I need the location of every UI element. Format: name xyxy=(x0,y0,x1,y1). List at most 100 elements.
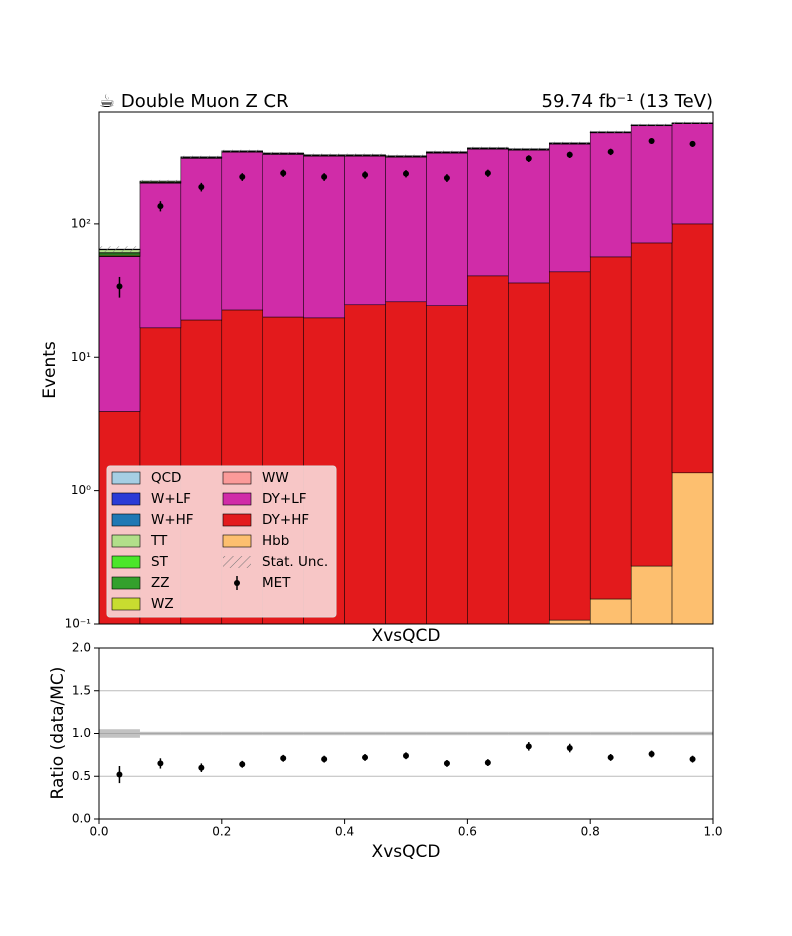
data-point xyxy=(280,170,287,177)
legend-swatch xyxy=(222,492,252,506)
x-tick-label: 0.2 xyxy=(212,825,231,839)
legend-swatch xyxy=(222,513,252,527)
stack-bar xyxy=(671,472,714,625)
ratio-point xyxy=(689,756,696,763)
stat-unc xyxy=(426,150,468,153)
plot-frame xyxy=(98,647,714,820)
x-tick-label: 0.8 xyxy=(581,825,600,839)
data-point xyxy=(525,155,532,162)
unc-band xyxy=(467,731,509,736)
y-tick-label: 10⁻¹ xyxy=(65,617,92,631)
stack-bar xyxy=(508,282,550,625)
legend-swatch xyxy=(223,556,251,568)
data-point xyxy=(443,174,450,181)
y-tick-label: 0.0 xyxy=(72,812,91,826)
stat-unc xyxy=(180,155,222,159)
data-point xyxy=(157,203,164,210)
legend-swatch xyxy=(222,471,252,485)
data-point xyxy=(362,171,369,178)
stat-unc xyxy=(221,149,263,153)
stat-unc xyxy=(344,153,386,156)
stack-bar xyxy=(589,598,632,625)
legend-label: DY+HF xyxy=(262,512,309,528)
stack-bar xyxy=(630,242,673,567)
legend-swatch xyxy=(111,534,141,548)
stack-bar xyxy=(671,223,714,474)
stack-bar xyxy=(671,123,714,225)
ratio-point xyxy=(280,755,287,762)
stat-unc xyxy=(467,146,509,150)
lumi-label: 59.74 fb⁻¹ (13 TeV) xyxy=(542,91,713,112)
stack-bar xyxy=(385,301,427,625)
legend-label: ZZ xyxy=(151,575,170,591)
stack-bar xyxy=(548,271,591,621)
chart-title: ☕ Double Muon Z CR xyxy=(99,91,289,112)
legend-swatch xyxy=(111,513,141,527)
legend-swatch xyxy=(234,580,240,586)
data-point xyxy=(484,170,491,177)
stack-bar xyxy=(467,275,509,625)
unc-band xyxy=(139,731,181,736)
x-tick-label: 0.4 xyxy=(335,825,354,839)
stack-bar xyxy=(344,304,386,625)
unc-band xyxy=(99,729,140,738)
stat-unc xyxy=(303,153,345,156)
stat-unc xyxy=(508,147,550,151)
ratio-point xyxy=(362,754,369,761)
y-tick-label: 10² xyxy=(71,216,91,230)
legend-box xyxy=(106,465,337,618)
stat-unc xyxy=(262,151,304,155)
ratio-x-axis-label: XvsQCD xyxy=(372,842,441,862)
ratio-point xyxy=(648,751,655,758)
legend-label: ST xyxy=(151,554,169,570)
stack-bar xyxy=(98,252,141,256)
ratio-point xyxy=(484,759,491,766)
legend-label: DY+LF xyxy=(262,491,307,507)
stack-bar xyxy=(548,619,591,625)
ratio-point xyxy=(607,754,614,761)
stack-bar xyxy=(508,149,550,284)
legend-swatch xyxy=(111,576,141,590)
legend-swatch xyxy=(111,471,141,485)
y-tick-label: 0.5 xyxy=(72,769,91,783)
stack-bar xyxy=(262,154,304,318)
unc-band xyxy=(385,731,427,736)
stat-unc xyxy=(549,141,591,145)
stat-unc xyxy=(139,179,181,183)
stat-unc xyxy=(99,246,140,253)
legend-label: TT xyxy=(150,533,168,549)
stack-bar xyxy=(385,156,427,303)
stat-unc xyxy=(672,121,713,125)
stack-bar xyxy=(180,158,223,321)
ratio-point xyxy=(116,771,123,778)
unc-band xyxy=(221,731,263,736)
y-axis-label: Events xyxy=(40,341,60,399)
stack-bar xyxy=(467,148,509,277)
x-tick-label: 0.6 xyxy=(458,825,477,839)
data-point xyxy=(403,170,409,177)
data-point xyxy=(648,138,655,145)
data-point xyxy=(566,151,573,158)
data-point xyxy=(116,283,123,290)
unc-band xyxy=(262,731,304,736)
unc-band xyxy=(631,731,673,736)
legend: QCD W+LF W+HF TT ST ZZ WZ WW DY+LF DY+HF Hbb Stat. … xyxy=(106,465,337,618)
legend-label: WZ xyxy=(151,596,174,612)
stack-bar xyxy=(630,565,673,625)
legend-label: W+LF xyxy=(151,491,191,507)
unc-band xyxy=(344,731,386,736)
legend-label: Hbb xyxy=(262,533,289,549)
y-tick-label: 10⁰ xyxy=(71,483,91,497)
unc-band xyxy=(180,731,222,736)
ratio-point xyxy=(321,756,328,763)
stat-unc xyxy=(590,130,632,134)
ratio-point xyxy=(443,760,450,767)
legend-swatch xyxy=(111,597,141,611)
x-tick-label: 1.0 xyxy=(703,825,722,839)
plot-frame xyxy=(98,111,714,625)
legend-swatch xyxy=(111,492,141,506)
ratio-point xyxy=(157,760,164,767)
y-tick-label: 1.5 xyxy=(72,683,91,697)
legend-swatch xyxy=(222,534,252,548)
legend-label: WW xyxy=(262,470,289,486)
